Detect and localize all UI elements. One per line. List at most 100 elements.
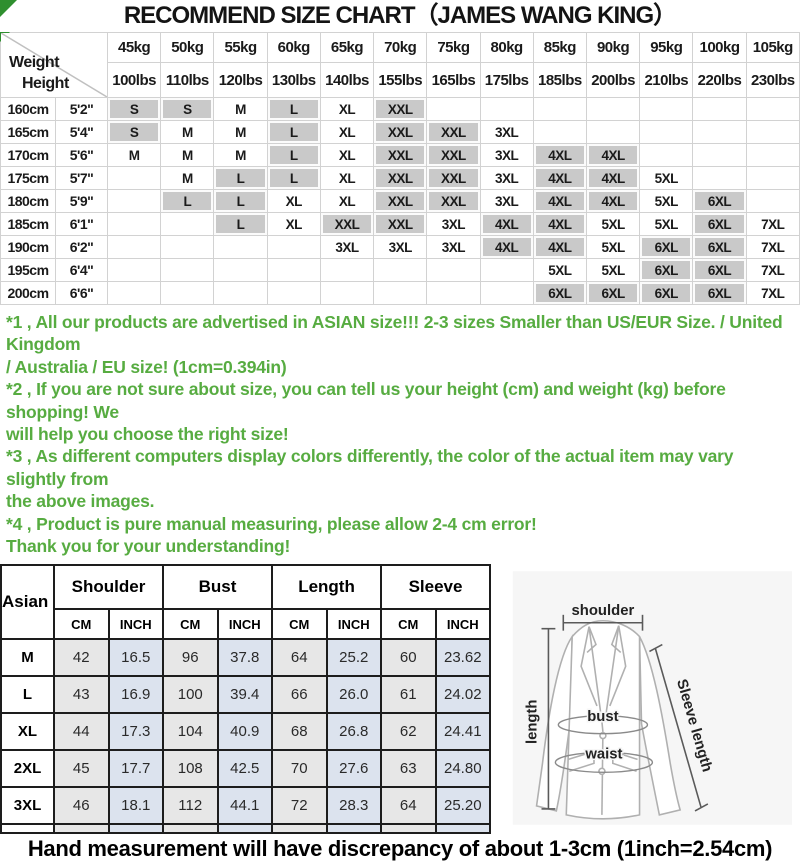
measurement-group-header: Length [271,564,383,611]
weight-lbs-header: 120lbs [213,62,268,98]
measurement-value: 26.0 [325,675,383,715]
note-line: *2 , If you are not sure about size, you… [6,379,726,422]
size-cell: XL [319,166,375,190]
measurement-value: 24.80 [434,749,492,789]
size-cell: L [213,189,268,213]
size-cell: 6XL [585,281,641,305]
measurement-value: 25.20 [434,786,492,826]
measurement-value: 26.8 [325,712,383,752]
cropped-cell [216,823,274,835]
size-cell: 4XL [585,189,641,213]
cropped-cell [162,823,219,835]
measurement-value: 37.8 [216,638,274,678]
measurement-value: 112 [162,786,219,826]
size-cell: 4XL [585,143,641,167]
empty-cell [106,258,162,282]
lbs-header-row: 100lbs 110lbs 120lbs 130lbs 140lbs 155lbs 165l… [1,62,800,98]
empty-cell [479,97,534,121]
note-line: the above images. [6,491,155,512]
corner-height-label: Height [22,75,69,92]
empty-cell [745,120,800,144]
size-cell: 6XL [532,281,587,305]
size-cell: 3XL [479,120,534,144]
cropped-row [0,823,492,835]
height-cm-label: 170cm [0,143,56,167]
size-cell: XXL [319,212,375,236]
measurement-row: XL 44 17.3 104 40.9 68 26.8 62 24.41 [0,712,492,752]
height-row: 165cm 5'4" S M M L XL XXL XXL 3XL [0,120,800,144]
measurement-value: 72 [271,786,328,826]
height-row: 180cm 5'9" L L XL XL XXL XXL 3XL 4XL 4XL 5XL 6XL [0,189,800,213]
size-cell: XL [319,143,375,167]
measurement-value: 24.41 [434,712,492,752]
measurement-group-header: Sleeve [380,564,492,611]
measurement-value: 104 [162,712,219,752]
bust-label: bust [587,709,618,725]
shoulder-label: shoulder [572,603,635,619]
size-cell: 3XL [479,166,534,190]
height-cm-label: 165cm [0,120,56,144]
size-cell: XXL [426,189,481,213]
empty-cell [426,281,481,305]
jacket-sketch: shoulder length bust waist Sleeve length [512,571,793,826]
empty-cell [692,120,747,144]
size-cell: 4XL [532,235,587,259]
size-cell: M [160,120,215,144]
measurement-value: 17.7 [107,749,165,789]
measurement-value: 42.5 [216,749,274,789]
empty-cell [266,281,321,305]
height-cm-label: 160cm [0,97,56,121]
empty-cell [639,97,694,121]
measurement-value: 17.3 [107,712,165,752]
size-cell: XXL [373,189,428,213]
weight-lbs-header: 175lbs [479,62,534,98]
size-cell: XL [266,212,321,236]
measurement-value: 39.4 [216,675,274,715]
size-recommendation-table: Weight Height 45kg 50kg 55kg 60kg 65kg 70kg 75… [0,32,800,305]
size-cell: S [106,120,162,144]
cropped-cell [325,823,383,835]
height-row: 170cm 5'6" M M M L XL XXL XXL 3XL 4XL 4XL [0,143,800,167]
size-cell: XXL [373,212,428,236]
size-cell: L [213,166,268,190]
size-cell: M [160,143,215,167]
cropped-cell [53,823,110,835]
size-cell: 3XL [426,212,481,236]
size-cell: 4XL [532,212,587,236]
size-cell: M [213,143,268,167]
measurement-value: 63 [380,749,437,789]
asian-size-label: 2XL [0,749,55,789]
size-cell: 6XL [639,258,694,282]
measurement-group-header: Shoulder [52,564,165,611]
cropped-cell [107,823,165,835]
weight-kg-header: 60kg [266,32,321,63]
empty-cell [106,281,162,305]
height-row: 185cm 6'1" L XL XXL XXL 3XL 4XL 4XL 5XL 5XL 6XL 7XL [0,212,800,236]
weight-kg-header: 100kg [692,32,747,63]
weight-lbs-header: 140lbs [319,62,375,98]
cropped-cell [380,823,437,835]
empty-cell [106,212,162,236]
size-cell: M [106,143,162,167]
size-cell: 7XL [745,258,800,282]
measurement-row: 3XL 46 18.1 112 44.1 72 28.3 64 25.20 [0,786,492,826]
notes-block: *1 , All our products are advertised in … [0,305,800,557]
empty-cell [373,281,428,305]
measurement-value: 28.3 [325,786,383,826]
garment-diagram: shoulder length bust waist Sleeve length [491,564,800,832]
empty-cell [266,235,321,259]
note-line: / Australia / EU size! (1cm=0.394in) [6,356,287,377]
empty-cell [532,97,587,121]
measurement-group-header: Bust [162,564,274,611]
size-cell: XXL [373,120,428,144]
empty-cell [106,166,162,190]
asian-size-label: XL [0,712,55,752]
measurement-row: 2XL 45 17.7 108 42.5 70 27.6 63 24.80 [0,749,492,789]
size-cell: 4XL [532,166,587,190]
weight-lbs-header: 130lbs [266,62,321,98]
size-cell: L [266,120,321,144]
measurement-value: 64 [271,638,328,678]
measurement-row: L 43 16.9 100 39.4 66 26.0 61 24.02 [0,675,492,715]
empty-cell [745,143,800,167]
height-cm-label: 175cm [0,166,56,190]
